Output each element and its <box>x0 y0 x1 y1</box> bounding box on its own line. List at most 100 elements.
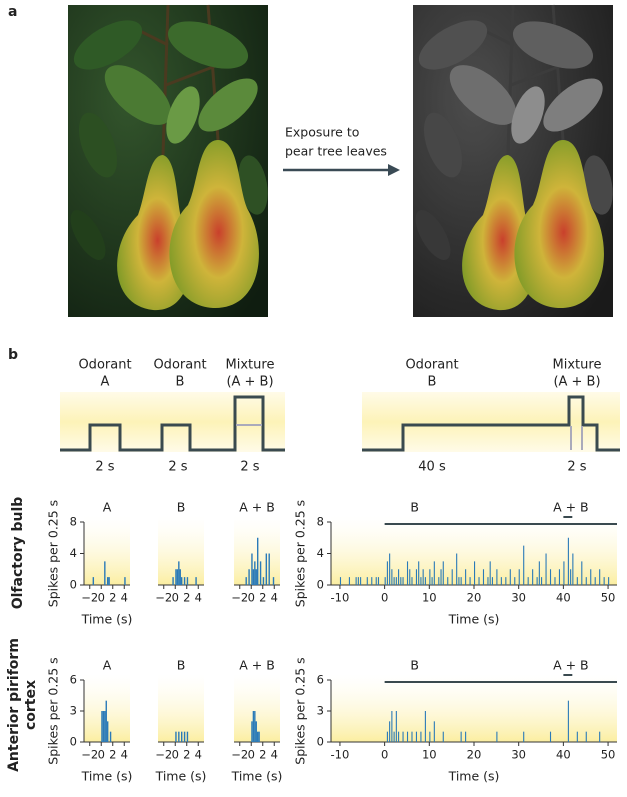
annotation-label: A + B <box>553 500 589 515</box>
bar <box>251 553 253 585</box>
x-tick-label: 4 <box>271 748 278 762</box>
bar <box>440 569 442 585</box>
bar <box>398 731 400 742</box>
bar <box>181 577 183 585</box>
stimulus-trace <box>362 395 620 452</box>
arrow-text: pear tree leaves <box>285 144 387 159</box>
bar <box>549 569 552 585</box>
bar <box>433 721 435 742</box>
x-tick-label: 40 <box>556 591 571 605</box>
pear-photo <box>62 3 274 319</box>
x-tick-label: 4 <box>121 591 128 605</box>
stimulus-label: Mixture <box>226 358 275 373</box>
x-tick-label: 4 <box>121 748 128 762</box>
bar <box>175 569 177 585</box>
bar <box>248 569 250 585</box>
y-tick-label: 8 <box>317 515 324 529</box>
arrow-text: Exposure to <box>285 125 359 140</box>
x-tick-label: 0 <box>381 591 388 605</box>
bar <box>570 569 572 585</box>
bar <box>391 711 393 742</box>
bar <box>104 561 106 585</box>
x-tick-label: 2 <box>259 591 266 605</box>
chart-title: A + B <box>239 500 275 515</box>
bar <box>252 711 255 742</box>
x-tick-label: −2 <box>231 591 248 605</box>
x-axis-label: Time (s) <box>155 769 207 784</box>
bar <box>505 577 507 585</box>
bar <box>460 577 462 585</box>
bar <box>442 561 444 585</box>
bar <box>576 577 578 585</box>
x-tick-label: 0 <box>172 591 179 605</box>
bar <box>377 577 380 585</box>
bar <box>478 577 480 585</box>
bar <box>469 577 471 585</box>
bar <box>482 569 485 585</box>
chart-title: B <box>177 500 186 515</box>
bar <box>375 577 377 585</box>
bar <box>599 731 601 742</box>
bar <box>178 561 180 585</box>
bar <box>429 569 431 585</box>
pear-photo-desaturated <box>407 3 619 319</box>
stimulus-label: B <box>428 375 437 390</box>
bar <box>259 561 262 585</box>
bar <box>438 577 440 585</box>
chart-title: B <box>177 658 186 673</box>
bar <box>576 731 578 742</box>
bar <box>258 731 260 742</box>
bar <box>411 577 413 585</box>
stimulus-label: Mixture <box>553 358 602 373</box>
bar <box>402 731 404 742</box>
bar <box>178 731 180 742</box>
bar <box>431 577 433 585</box>
bar <box>245 577 247 585</box>
chart-title: A + B <box>239 658 275 673</box>
stimulus-label: Odorant <box>405 358 458 373</box>
bar <box>104 711 106 742</box>
bar <box>415 569 418 585</box>
annotation-label: B <box>410 500 419 515</box>
bar <box>523 545 525 585</box>
bar <box>393 577 395 585</box>
bar <box>384 577 386 585</box>
bar <box>465 731 467 742</box>
x-tick-label: 4 <box>195 748 202 762</box>
bar <box>541 577 543 585</box>
y-tick-label: 3 <box>70 704 77 718</box>
bar <box>415 731 418 742</box>
bar <box>366 577 368 585</box>
bar <box>460 731 462 742</box>
plot-background <box>158 516 204 585</box>
bar <box>442 731 444 742</box>
bar <box>406 731 409 742</box>
bar <box>255 721 257 742</box>
x-tick-label: 30 <box>511 748 526 762</box>
y-tick-label: 4 <box>70 546 77 560</box>
stimulus-label: B <box>176 375 185 390</box>
bar <box>585 577 587 585</box>
bar <box>549 731 552 742</box>
y-axis-label: Spikes per 0.25 s <box>293 657 308 764</box>
bar <box>514 577 516 585</box>
y-tick-label: 4 <box>317 546 324 560</box>
x-tick-label: 40 <box>556 748 571 762</box>
x-tick-label: 4 <box>271 591 278 605</box>
x-tick-label: 20 <box>467 748 482 762</box>
bar <box>107 721 109 742</box>
annotation-label: B <box>410 658 419 673</box>
stimulus-label: (A + B) <box>226 375 273 390</box>
bar <box>585 731 587 742</box>
x-tick-label: 2 <box>183 748 190 762</box>
y-tick-label: 8 <box>70 515 77 529</box>
bar <box>500 577 502 585</box>
x-tick-label: 0 <box>248 591 255 605</box>
annotation-label: A + B <box>553 658 589 673</box>
bar <box>418 561 420 585</box>
stimulus-duration: 2 s <box>168 460 187 475</box>
bar <box>496 569 498 585</box>
y-axis-label: Spikes per 0.25 s <box>46 657 61 764</box>
panel-label: b <box>8 347 18 363</box>
